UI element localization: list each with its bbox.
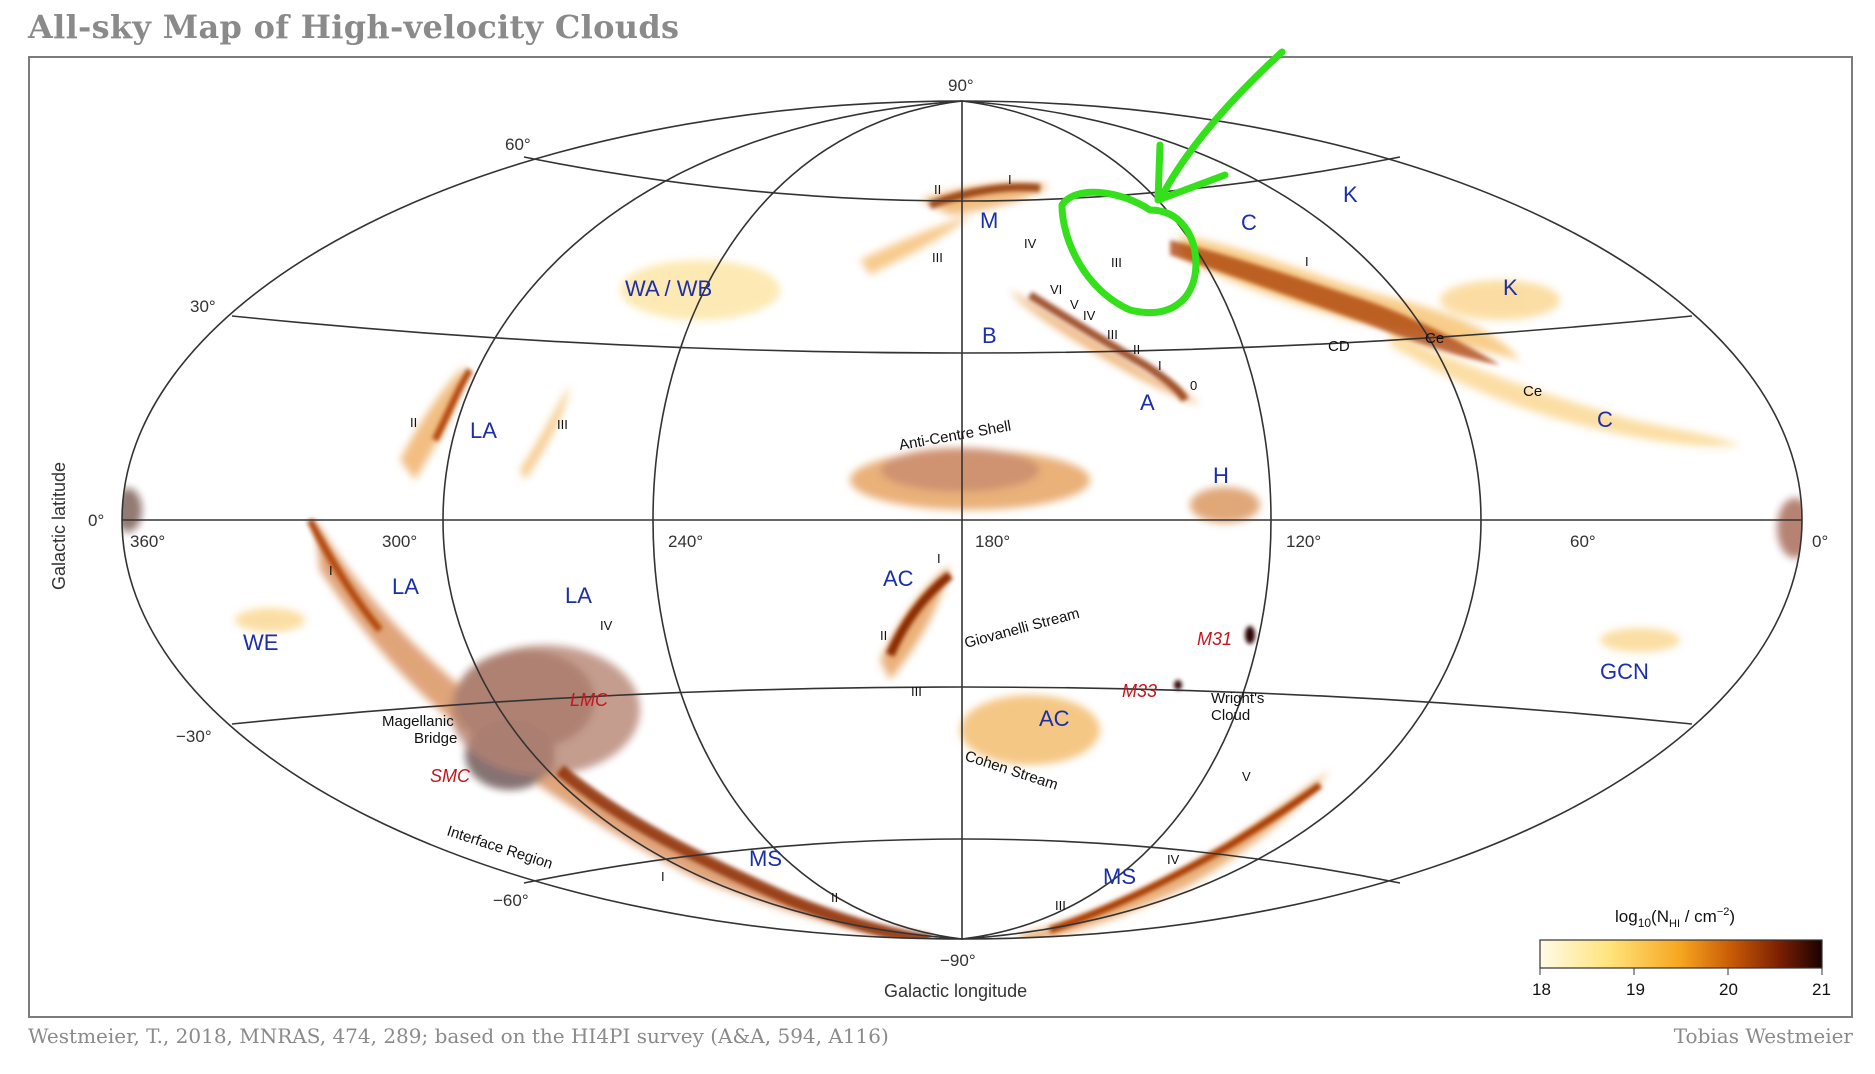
label-galaxy-m33: M33 <box>1122 681 1157 701</box>
author-credit: Tobias Westmeier <box>1673 1024 1853 1048</box>
label-complex-c-right: C <box>1597 407 1613 432</box>
num-m-i: I <box>1008 172 1012 187</box>
lat-tick-p30: 30° <box>190 297 216 316</box>
lon-tick-180: 180° <box>975 532 1010 551</box>
colorbar-label: log10(NHI / cm−2) <box>1615 906 1735 930</box>
label-complex-a: A <box>1140 390 1155 415</box>
label-complex-ms-right: MS <box>1103 864 1136 889</box>
label-complex-ms-left: MS <box>749 846 782 871</box>
citation-text: Westmeier, T., 2018, MNRAS, 474, 289; ba… <box>28 1024 889 1048</box>
label-complex-h: H <box>1213 463 1229 488</box>
num-m-iii: III <box>932 250 943 265</box>
label-galaxy-smc: SMC <box>430 766 471 786</box>
num-ac-i: I <box>937 551 941 566</box>
parallel-p60 <box>523 156 1401 202</box>
label-magellanic-line2: Bridge <box>414 730 457 747</box>
label-cd: CD <box>1328 338 1350 355</box>
x-axis-label: Galactic longitude <box>884 981 1027 1001</box>
num-a-iv: IV <box>1083 308 1096 323</box>
label-galaxy-lmc: LMC <box>570 690 609 710</box>
lat-tick-m30: −30° <box>176 727 212 746</box>
colorbar-tick-18: 18 <box>1532 980 1551 999</box>
num-la-ii: II <box>410 415 417 430</box>
label-complex-ac-low: AC <box>1039 706 1070 731</box>
lon-tick-zero-right: 0° <box>1812 532 1828 551</box>
lon-tick-240: 240° <box>668 532 703 551</box>
num-a-vi: VI <box>1050 282 1062 297</box>
label-complex-b: B <box>982 323 997 348</box>
colorbar-tick-19: 19 <box>1626 980 1645 999</box>
meridian-60 <box>961 100 1482 940</box>
num-a-0: 0 <box>1190 378 1197 393</box>
label-wrights-line1: Wright's <box>1211 690 1264 707</box>
colorbar-tick-20: 20 <box>1719 980 1738 999</box>
label-magellanic-line1: Magellanic <box>382 713 454 730</box>
label-complex-la-mid: LA <box>565 583 592 608</box>
lat-tick-zero-left: 0° <box>88 511 104 530</box>
label-giovanelli-stream: Giovanelli Stream <box>963 605 1082 652</box>
label-ce-2: Ce <box>1523 383 1542 400</box>
colorbar-gradient <box>1539 939 1823 969</box>
lat-tick-p90: 90° <box>948 76 974 95</box>
annotation-circle <box>1058 188 1200 317</box>
meridian-240 <box>652 100 963 940</box>
num-c-i: I <box>1305 254 1309 269</box>
parallel-p30 <box>231 315 1693 354</box>
green-annotation <box>1058 48 1286 317</box>
map-frame <box>28 56 1853 1018</box>
label-wa-wb: WA / WB <box>625 276 712 301</box>
lat-tick-p60: 60° <box>505 135 531 154</box>
num-ac-ii: II <box>880 628 887 643</box>
lon-tick-120: 120° <box>1286 532 1321 551</box>
num-m-iv: IV <box>1024 236 1037 251</box>
lat-tick-m90: −90° <box>940 951 976 970</box>
y-axis-label: Galactic latitude <box>49 462 69 590</box>
hi-emission-layer <box>122 183 1802 939</box>
num-a-iii: III <box>1107 327 1118 342</box>
annotation-arrow-head <box>1154 141 1229 204</box>
lon-tick-300: 300° <box>382 532 417 551</box>
meridian-120 <box>961 100 1272 940</box>
label-wrights-line2: Cloud <box>1211 707 1250 724</box>
num-la-iv: IV <box>600 618 613 633</box>
label-complex-gcn: GCN <box>1600 659 1649 684</box>
label-complex-m: M <box>980 208 998 233</box>
num-ms-iv: IV <box>1167 852 1180 867</box>
lat-tick-m60: −60° <box>493 891 529 910</box>
lon-tick-360: 360° <box>130 532 165 551</box>
num-ms-ii: II <box>831 890 838 905</box>
graticule <box>121 100 1803 940</box>
num-c-iii: III <box>1111 255 1122 270</box>
meridian-300 <box>442 100 963 940</box>
num-a-v: V <box>1070 297 1079 312</box>
label-ce-1: Ce <box>1425 330 1444 347</box>
num-la-iii: III <box>557 417 568 432</box>
label-complex-we: WE <box>243 630 278 655</box>
num-a-i: I <box>1158 358 1162 373</box>
num-ac-iii: III <box>911 684 922 699</box>
num-ms-v: V <box>1242 769 1251 784</box>
num-ms-iii: III <box>1055 898 1066 913</box>
map-title: All-sky Map of High-velocity Clouds <box>28 8 680 46</box>
lon-tick-60: 60° <box>1570 532 1596 551</box>
colorbar: log10(NHI / cm−2) 18 19 20 21 <box>1532 906 1831 999</box>
parallel-m60 <box>523 838 1401 884</box>
label-interface-region: Interface Region <box>445 823 555 873</box>
num-a-ii: II <box>1133 342 1140 357</box>
colorbar-tick-21: 21 <box>1812 980 1831 999</box>
label-complex-k-upper: K <box>1343 182 1358 207</box>
label-complex-la-upper: LA <box>470 418 497 443</box>
annotation-arrow-shaft <box>1156 48 1286 204</box>
label-complex-ac-mid: AC <box>883 566 914 591</box>
parallel-m30 <box>231 686 1693 725</box>
num-la-i: I <box>329 563 333 578</box>
label-complex-c-upper: C <box>1241 210 1257 235</box>
label-galaxy-m31: M31 <box>1197 629 1232 649</box>
label-complex-k-right: K <box>1503 275 1518 300</box>
label-complex-la-left: LA <box>392 574 419 599</box>
num-m-ii: II <box>934 182 941 197</box>
num-ms-i: I <box>661 869 665 884</box>
